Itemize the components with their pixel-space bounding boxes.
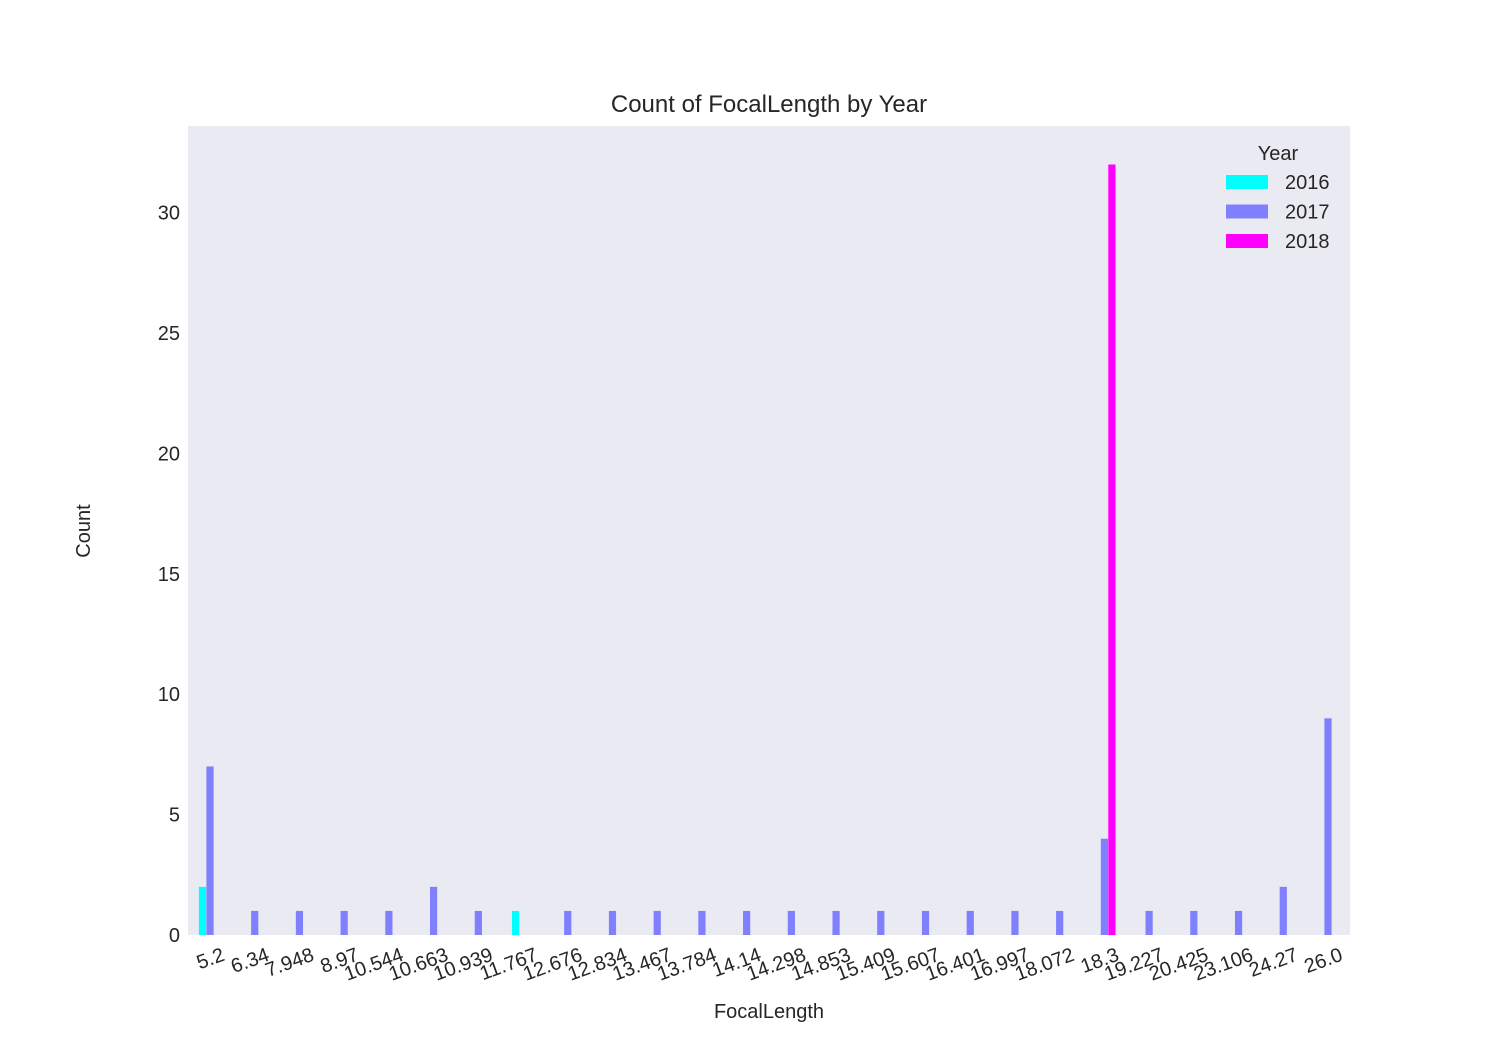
bar-2017-16.401: [966, 910, 974, 935]
bar-2017-15.607: [921, 910, 930, 935]
bar-2017-5.2: [206, 766, 214, 935]
x-tick-label: 5.2: [194, 944, 228, 974]
y-tick-label: 15: [158, 564, 180, 586]
bar-2016-5.2: [198, 886, 207, 935]
bar-2017-10.939: [474, 910, 482, 935]
y-tick-label: 10: [158, 684, 180, 706]
bar-2017-18.3: [1100, 838, 1108, 935]
bar-2016-11.767: [511, 910, 520, 935]
bar-2017-19.227: [1145, 910, 1153, 935]
bar-2017-23.106: [1234, 910, 1243, 935]
x-ticks-group: 5.2 6.347.948 8.9710.54410.66310.93911.767…: [194, 944, 1346, 986]
bar-2017-14.14: [743, 910, 751, 935]
plot-area: [188, 126, 1350, 935]
y-axis-label: Count: [73, 504, 95, 558]
bar-2017-7.948: [295, 910, 304, 935]
bar-2017-20.425: [1190, 910, 1198, 935]
legend-label-2017: 2017: [1285, 202, 1330, 224]
x-tick-label: 7.948: [262, 944, 317, 982]
bar-2017-13.784: [698, 910, 706, 935]
y-ticks-group: 0 5 10 15 20 25 30: [158, 203, 180, 947]
bar-2017-13.467: [653, 910, 661, 935]
legend-swatch-2017: [1226, 204, 1268, 219]
y-tick-label: 25: [158, 323, 180, 345]
bar-2017-14.298: [787, 910, 795, 935]
x-tick-label: 24.27: [1246, 944, 1301, 982]
bar-2017-8.97: [340, 910, 348, 935]
y-tick-label: 5: [169, 805, 180, 827]
y-tick-label: 20: [158, 443, 180, 465]
bar-2017-15.409: [877, 910, 885, 935]
legend-label-2018: 2018: [1285, 231, 1330, 253]
legend: Year 2016 2017 2018: [1226, 143, 1330, 253]
bar-2017-10.663: [430, 886, 438, 935]
bar-2017-14.853: [832, 910, 840, 935]
x-tick-label: 26.0: [1301, 944, 1345, 978]
legend-swatch-2018: [1226, 234, 1268, 248]
chart-title: Count of FocalLength by Year: [611, 91, 927, 118]
bar-2017-10.544: [385, 910, 393, 935]
bar-2018-18.3: [1108, 164, 1116, 935]
bar-2017-6.34: [251, 910, 259, 935]
bar-2017-24.27: [1279, 886, 1287, 935]
legend-label-2016: 2016: [1285, 172, 1330, 194]
x-axis-label: FocalLength: [714, 1001, 824, 1023]
legend-swatch-2016: [1226, 175, 1268, 189]
bars-group: [198, 164, 1332, 935]
bar-2017-16.997: [1011, 910, 1019, 935]
y-tick-label: 0: [169, 925, 180, 947]
bar-2017-12.676: [564, 910, 572, 935]
bar-2017-12.834: [608, 910, 617, 935]
legend-title: Year: [1258, 143, 1299, 165]
bar-2017-18.072: [1056, 910, 1064, 935]
y-tick-label: 30: [158, 203, 180, 225]
bar-2017-26.0: [1324, 718, 1332, 935]
